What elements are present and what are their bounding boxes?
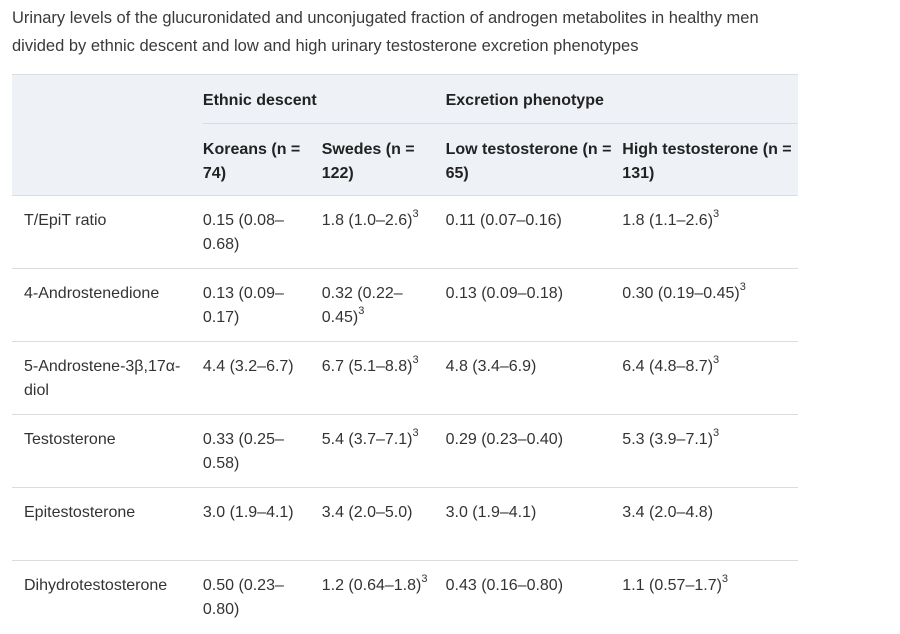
table-cell: 0.50 (0.23–0.80) xyxy=(203,574,322,622)
cell-value: 1.1 (0.57–1.7) xyxy=(622,577,722,594)
cell-value: 3.0 (1.9–4.1) xyxy=(202,504,294,521)
cell-value: 1.8 (1.1–2.6) xyxy=(622,212,714,229)
cell-value: 1.8 (1.0–2.6) xyxy=(321,212,413,229)
table-cell: 1.2 (0.64–1.8)3 xyxy=(321,572,446,598)
footnote-marker: 3 xyxy=(412,426,419,439)
table-cell: 3.4 (2.0–5.0) xyxy=(322,501,446,525)
cell-value: 1.2 (0.64–1.8) xyxy=(321,577,422,594)
cell-value: 0.13 (0.09–0.18) xyxy=(445,285,564,302)
table-cell: 4.8 (3.4–6.9) xyxy=(446,355,623,379)
footnote-marker: 3 xyxy=(721,572,729,585)
table-cell: 5.4 (3.7–7.1)3 xyxy=(321,426,446,452)
row-label: 5-Androstene-3β,17α-diol xyxy=(12,341,203,415)
table-cell: 0.29 (0.23–0.40) xyxy=(446,428,623,452)
footnote-marker: 3 xyxy=(713,426,720,439)
cell-value: 6.7 (5.1–8.8) xyxy=(321,358,413,375)
cell-value: 3.4 (2.0–5.0) xyxy=(321,504,413,521)
cell-value: 5.3 (3.9–7.1) xyxy=(622,431,714,448)
footnote-marker: 3 xyxy=(412,207,419,220)
cell-value: 5.4 (3.7–7.1) xyxy=(321,431,413,448)
table-cell: 1.1 (0.57–1.7)3 xyxy=(622,572,798,598)
cell-value: 4.4 (3.2–6.7) xyxy=(202,358,294,375)
table-cell: 4.4 (3.2–6.7) xyxy=(203,355,322,379)
table-cell: 0.15 (0.08–0.68) xyxy=(203,209,322,257)
cell-value: 3.0 (1.9–4.1) xyxy=(445,504,537,521)
cell-value: 0.33 (0.25–0.58) xyxy=(202,431,284,472)
table-cell: 0.11 (0.07–0.16) xyxy=(446,209,623,233)
table-cell: 0.13 (0.09–0.18) xyxy=(446,282,623,306)
footnote-marker: 3 xyxy=(713,353,720,366)
table-cell: 0.33 (0.25–0.58) xyxy=(203,428,322,476)
footnote-marker: 3 xyxy=(421,572,428,585)
header-empty-cell xyxy=(12,74,203,124)
cell-value: 6.4 (4.8–8.7) xyxy=(622,358,714,375)
table-cell: 0.13 (0.09–0.17) xyxy=(203,282,322,330)
cell-value: 4.8 (3.4–6.9) xyxy=(445,358,537,375)
table-row: Epitestosterone 3.0 (1.9–4.1) 3.4 (2.0–5.0… xyxy=(12,487,798,561)
footnote-marker: 3 xyxy=(358,304,365,317)
row-label: Epitestosterone xyxy=(12,487,203,561)
header-group-excretion-phenotype: Excretion phenotype xyxy=(445,74,798,124)
table-cell: 0.30 (0.19–0.45)3 xyxy=(622,280,798,306)
table-caption: Urinary levels of the glucuronidated and… xyxy=(12,9,759,55)
row-label: T/EpiT ratio xyxy=(12,195,203,269)
row-label: Testosterone xyxy=(12,414,203,488)
row-label: 4-Androstenedione xyxy=(12,268,203,342)
data-table: Ethnic descent Excretion phenotype Korea… xyxy=(12,74,798,634)
cell-value: 0.13 (0.09–0.17) xyxy=(202,285,284,326)
table-cell: 3.0 (1.9–4.1) xyxy=(446,501,623,525)
header-col-low-testosterone: Low testosterone (n = 65) xyxy=(445,141,612,182)
footnote-marker: 3 xyxy=(739,280,746,293)
cell-value: 0.29 (0.23–0.40) xyxy=(445,431,564,448)
table-cell: 1.8 (1.1–2.6)3 xyxy=(622,207,798,233)
cell-value: 0.30 (0.19–0.45) xyxy=(622,285,740,302)
cell-value: 3.4 (2.0–4.8) xyxy=(622,504,714,521)
table-row: 4-Androstenedione 0.13 (0.09–0.17) 0.32 (0… xyxy=(12,268,798,342)
cell-value: 0.50 (0.23–0.80) xyxy=(202,577,284,618)
table-row: Testosterone 0.33 (0.25–0.58) 5.4 (3.7–7.1… xyxy=(12,414,798,488)
table-row: Dihydrotestosterone 0.50 (0.23–0.80) 1.2 (… xyxy=(12,561,798,634)
header-group-row: Ethnic descent Excretion phenotype xyxy=(12,74,798,124)
table-row: T/EpiT ratio 0.15 (0.08–0.68) 1.8 (1.0–2.6… xyxy=(12,195,798,269)
table-cell: 3.0 (1.9–4.1) xyxy=(203,501,322,525)
cell-value: 0.43 (0.16–0.80) xyxy=(445,577,564,594)
cell-value: 0.11 (0.07–0.16) xyxy=(445,212,562,229)
footnote-marker: 3 xyxy=(412,353,419,366)
table-row: 5-Androstene-3β,17α-diol 4.4 (3.2–6.7) 6.7… xyxy=(12,341,798,415)
header-group-ethnic-descent: Ethnic descent xyxy=(202,74,446,124)
table-cell: 1.8 (1.0–2.6)3 xyxy=(321,207,446,233)
table-cell: 0.43 (0.16–0.80) xyxy=(446,574,623,598)
table-cell: 5.3 (3.9–7.1)3 xyxy=(622,426,798,452)
table-cell: 6.4 (4.8–8.7)3 xyxy=(622,353,798,379)
header-col-koreans: Koreans (n = 74) xyxy=(202,141,301,182)
cell-value: 0.32 (0.22–0.45) xyxy=(321,285,403,326)
table-cell: 6.7 (5.1–8.8)3 xyxy=(321,353,446,379)
cell-value: 0.15 (0.08–0.68) xyxy=(202,212,284,253)
header-empty-cell xyxy=(12,123,203,196)
table-cell: 3.4 (2.0–4.8) xyxy=(622,501,798,525)
row-label: Dihydrotestosterone xyxy=(24,577,168,594)
header-col-swedes: Swedes (n = 122) xyxy=(321,141,415,182)
table-cell: 0.32 (0.22–0.45)3 xyxy=(322,282,446,330)
footnote-marker: 3 xyxy=(713,207,720,220)
header-col-high-testosterone: High testosterone (n = 131) xyxy=(622,141,792,182)
header-column-row: Koreans (n = 74) Swedes (n = 122) Low te… xyxy=(12,123,798,196)
